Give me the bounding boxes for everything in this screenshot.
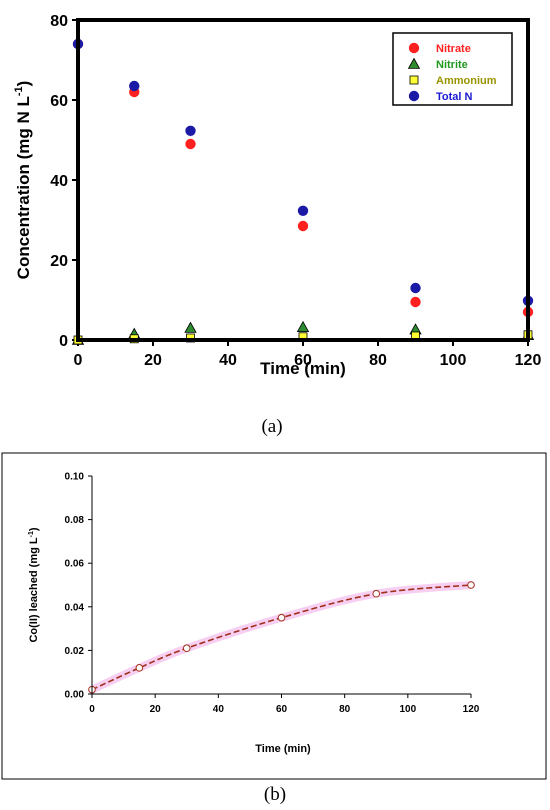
legend-marker-nitrite [407, 57, 421, 69]
y-tick-label-a: 0 [59, 333, 68, 350]
x-tick-label-a: 40 [219, 352, 237, 369]
x-axis-title-b: Time (min) [255, 743, 311, 755]
chart-a: 0 20 40 60 80 100 120 0 20 40 60 80 Time (min) Conc… [13, 13, 541, 437]
point-total-n [185, 125, 196, 136]
y-tick-label-a: 20 [50, 253, 68, 270]
x-axis-title-a: Time (min) [260, 359, 346, 378]
legend-label-nitrate: Nitrate [436, 43, 471, 55]
point-nitrate [410, 296, 421, 308]
x-tick-label-b: 100 [399, 704, 416, 715]
point-co-leached [277, 613, 286, 622]
series-line-b [91, 584, 472, 691]
point-nitrate [185, 138, 196, 150]
x-tick-label-b: 0 [89, 704, 95, 715]
legend-a: Nitrate Nitrite Ammonium Total N [392, 32, 513, 106]
y-tick-label-a: 60 [50, 93, 68, 110]
series-line-halo-b [88, 581, 475, 694]
point-total-n [297, 205, 309, 216]
chart-b: 0 20 40 60 80 100 1200.000.020.040.060.080.10 … [1, 452, 547, 805]
x-tick-label-a: 100 [440, 352, 467, 369]
point-co-leached [182, 644, 191, 653]
y-axis-title-b: Co(II) leached (mg L-1) [28, 527, 40, 642]
legend-label-total-n: Total N [436, 91, 473, 103]
x-tick-label-b: 20 [150, 704, 162, 715]
x-tick-label-a: 20 [144, 352, 162, 369]
point-total-n [410, 282, 421, 294]
y-tick-label-b: 0.02 [65, 646, 85, 657]
legend-label-nitrite: Nitrite [436, 59, 468, 71]
legend-marker-nitrate [408, 42, 420, 54]
x-tick-label-a: 0 [74, 352, 83, 369]
point-co-leached [135, 664, 144, 672]
y-tick-label-a: 40 [50, 173, 68, 190]
point-nitrate [297, 220, 309, 232]
panel-label-b: (b) [264, 784, 286, 805]
x-tick-label-b: 80 [339, 704, 351, 715]
legend-label-ammonium: Ammonium [436, 75, 497, 87]
legend-marker-ammonium [409, 75, 419, 85]
y-tick-label-b: 0.06 [65, 559, 85, 570]
y-tick-label-b: 0.10 [65, 472, 85, 483]
point-co-leached [372, 589, 381, 598]
point-nitrite [296, 320, 310, 333]
plot-frame-a [76, 18, 530, 342]
point-co-leached [467, 581, 475, 589]
x-tick-label-a: 120 [515, 352, 542, 369]
point-nitrite [184, 321, 197, 333]
x-tick-label-a: 80 [369, 352, 387, 369]
x-tick-label-b: 40 [213, 704, 225, 715]
x-tick-label-a: 60 [294, 352, 312, 369]
point-total-n [129, 80, 140, 92]
x-tick-label-b: 120 [463, 704, 480, 715]
x-tick-label-b: 60 [276, 704, 288, 715]
y-tick-label-b: 0.00 [65, 690, 85, 701]
y-tick-label-a: 80 [50, 13, 68, 30]
panel-b-border [1, 452, 547, 780]
y-axis-title-a: Concentration (mg N L-1) [13, 81, 33, 280]
legend-marker-total-n [408, 90, 420, 102]
y-tick-label-b: 0.04 [65, 602, 85, 613]
y-tick-label-b: 0.08 [65, 515, 85, 526]
panel-label-a: (a) [261, 416, 282, 437]
